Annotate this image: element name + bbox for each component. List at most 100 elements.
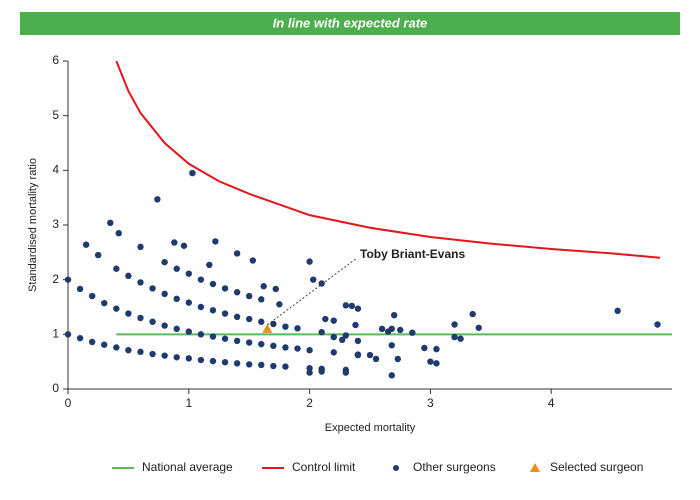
y-tick-label: 6 (52, 53, 59, 67)
point (342, 302, 350, 309)
point (125, 346, 132, 354)
point (614, 307, 621, 315)
point (107, 219, 114, 227)
point (209, 280, 217, 288)
selected-point (262, 323, 273, 333)
point (354, 351, 362, 359)
point (88, 292, 96, 300)
point (475, 324, 482, 331)
point (342, 369, 350, 376)
point (272, 285, 279, 293)
point (171, 239, 178, 246)
point (270, 362, 277, 370)
point (125, 310, 132, 317)
point (342, 332, 350, 339)
y-tick-label: 5 (52, 108, 59, 122)
y-tick-label: 2 (52, 272, 59, 286)
series-line (115, 60, 661, 259)
point (282, 323, 289, 330)
point (76, 285, 84, 293)
point (451, 321, 458, 328)
point (258, 340, 265, 348)
point (378, 325, 386, 333)
point (115, 230, 122, 237)
point (209, 333, 217, 340)
point (282, 344, 289, 351)
point (185, 355, 192, 362)
point (246, 361, 253, 368)
point (149, 285, 156, 292)
point (433, 360, 440, 367)
point (352, 321, 359, 329)
point (330, 317, 337, 324)
point (249, 257, 257, 264)
x-axis-label: Expected mortality (325, 422, 416, 434)
point (390, 312, 398, 319)
point (125, 272, 132, 280)
point (388, 342, 395, 349)
point (282, 363, 289, 370)
point (82, 241, 90, 248)
x-tick-label: 4 (548, 396, 555, 410)
point (306, 258, 313, 265)
annotation-leader (267, 257, 358, 326)
point (113, 305, 120, 312)
point (258, 361, 265, 369)
point (457, 335, 464, 342)
point (409, 329, 416, 336)
point (233, 313, 241, 321)
point (212, 238, 219, 245)
point (185, 328, 192, 335)
point (310, 276, 317, 283)
point (154, 196, 161, 203)
legend-label: Other surgeons (413, 460, 496, 474)
point (197, 331, 205, 338)
point (197, 356, 205, 364)
point (233, 250, 241, 257)
point (149, 318, 156, 325)
point (161, 290, 168, 298)
point (88, 338, 96, 346)
y-axis-label: Standardised mortality ratio (27, 158, 39, 292)
legend-label: Control limit (292, 460, 356, 474)
point (354, 305, 362, 312)
point (180, 242, 188, 249)
point (397, 326, 404, 334)
y-tick-label: 4 (52, 163, 59, 177)
chart-title: In line with expected rate (273, 15, 428, 30)
point (197, 303, 205, 311)
point (76, 334, 84, 342)
point (451, 333, 458, 341)
point (330, 349, 337, 356)
point (306, 369, 313, 376)
point (64, 331, 72, 338)
point (173, 354, 180, 361)
point (258, 318, 265, 325)
point (137, 348, 144, 356)
x-tick-label: 0 (65, 396, 72, 410)
point (246, 292, 253, 300)
point (161, 258, 168, 266)
point (101, 341, 108, 348)
point (221, 335, 229, 342)
point (306, 346, 313, 354)
point (394, 355, 401, 363)
x-tick-label: 2 (306, 396, 313, 410)
point (270, 320, 277, 328)
point (189, 169, 196, 177)
point (260, 283, 267, 290)
point (318, 328, 325, 336)
point (233, 289, 241, 296)
point (330, 333, 337, 341)
y-tick-label: 0 (52, 381, 59, 395)
point (95, 251, 102, 259)
legend-swatch (393, 465, 399, 471)
point (306, 365, 313, 372)
point (233, 337, 241, 345)
point (246, 315, 253, 323)
point (294, 325, 301, 332)
legend-label: Selected surgeon (550, 460, 643, 474)
point (384, 328, 392, 335)
point (185, 299, 192, 306)
point (233, 360, 241, 367)
